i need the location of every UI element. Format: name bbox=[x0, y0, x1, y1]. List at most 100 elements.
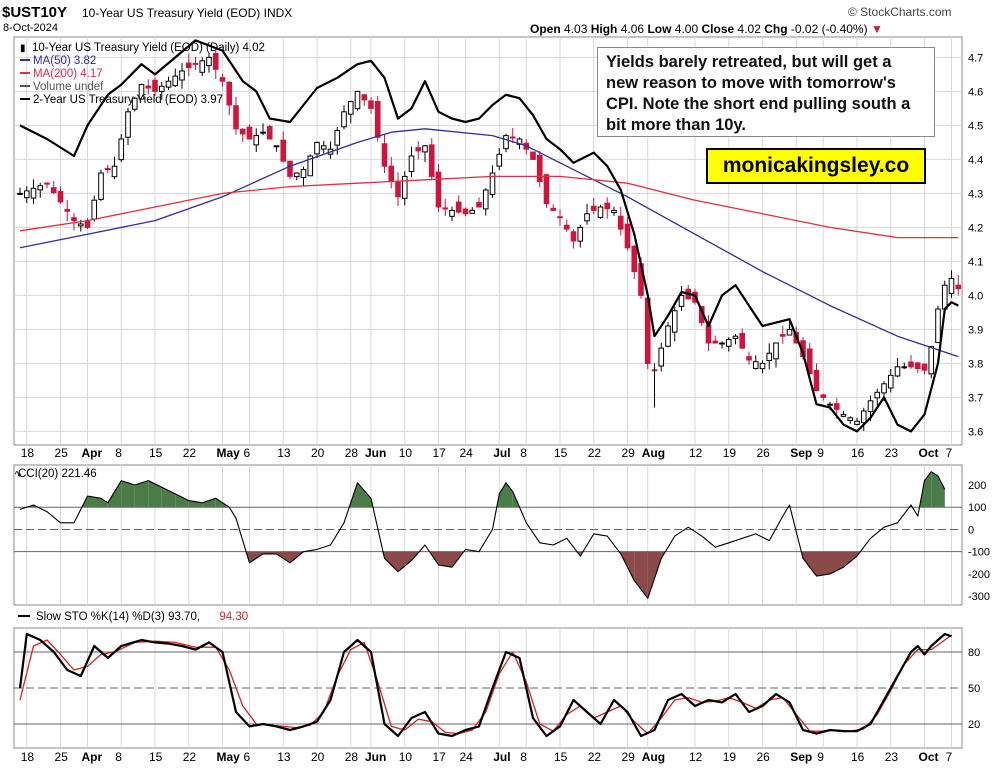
sto-date-label: 23 bbox=[885, 750, 899, 764]
sto-date-label: 10 bbox=[399, 750, 413, 764]
candle-body bbox=[388, 165, 395, 182]
sto-date-label: Jun bbox=[365, 750, 386, 764]
close-value: 4.02 bbox=[737, 22, 761, 36]
candle-body bbox=[894, 366, 901, 377]
price-date-label: Jun bbox=[365, 446, 386, 460]
candle-body bbox=[307, 155, 314, 177]
candle-body bbox=[543, 174, 550, 205]
legend-cci: CCI(20) 221.46 bbox=[18, 468, 97, 480]
price-date-label: 6 bbox=[244, 446, 251, 460]
candle-body bbox=[354, 90, 361, 110]
price-date-label: 24 bbox=[460, 446, 474, 460]
candle-body bbox=[314, 141, 320, 155]
candle-body bbox=[570, 231, 577, 242]
cci-negative-fill bbox=[634, 551, 648, 599]
sto-date-label: 22 bbox=[183, 750, 197, 764]
candle-body bbox=[469, 209, 476, 214]
price-date-label: 8 bbox=[520, 446, 527, 460]
candle-body bbox=[719, 342, 725, 345]
candle-body bbox=[935, 308, 941, 344]
candle-body bbox=[152, 79, 158, 92]
candle-body bbox=[253, 135, 260, 146]
price-tick-label: 4.5 bbox=[968, 120, 983, 132]
candle-body bbox=[226, 81, 233, 106]
sto-date-label: 12 bbox=[689, 750, 703, 764]
candle-body bbox=[37, 185, 44, 191]
candle-body bbox=[422, 145, 428, 153]
candle-body bbox=[435, 171, 442, 208]
sto-date-label: 28 bbox=[345, 750, 359, 764]
sto-date-label: 20 bbox=[311, 750, 325, 764]
sto-date-label: Aug bbox=[642, 750, 665, 764]
cci-negative-fill bbox=[411, 551, 425, 561]
cci-positive-fill bbox=[931, 471, 938, 508]
description-label: 10-Year US Treasury Yield (EOD) INDX bbox=[82, 6, 292, 20]
open-label: Open bbox=[530, 22, 561, 36]
candle-body bbox=[631, 245, 638, 273]
candle-body bbox=[219, 77, 226, 82]
candle-body bbox=[192, 62, 199, 65]
sto-date-label: 19 bbox=[723, 750, 737, 764]
legend-volume: Volume undef bbox=[33, 81, 104, 93]
candle-body bbox=[813, 370, 820, 392]
price-tick-label: 4.4 bbox=[968, 154, 983, 166]
sto-date-label: 8 bbox=[115, 750, 122, 764]
candle-body bbox=[746, 356, 752, 361]
sto-date-label: 9 bbox=[817, 750, 824, 764]
cci-negative-fill bbox=[425, 551, 439, 565]
sto-d-line bbox=[19, 634, 952, 735]
chart-date: 8-Oct-2024 bbox=[3, 22, 59, 34]
candle-body bbox=[50, 187, 57, 194]
cci-negative-fill bbox=[803, 551, 817, 577]
price-date-label: Jul bbox=[493, 446, 510, 460]
legend-ma200: MA(200) 4.17 bbox=[33, 68, 103, 80]
cci-negative-fill bbox=[236, 551, 250, 563]
cci-negative-fill bbox=[290, 551, 304, 563]
candle-body bbox=[658, 347, 665, 367]
price-tick-label: 3.9 bbox=[968, 324, 983, 336]
sto-date-label: 15 bbox=[554, 750, 568, 764]
candle-body bbox=[64, 209, 71, 212]
sto-date-label: Oct bbox=[919, 750, 939, 764]
price-date-label: Sep bbox=[790, 446, 812, 460]
candle-body bbox=[71, 217, 77, 222]
legend-sto-d: 94.30 bbox=[219, 611, 248, 623]
candle-body bbox=[300, 169, 307, 179]
candle-body bbox=[199, 60, 206, 73]
candle-body bbox=[30, 187, 37, 199]
sto-date-label: 26 bbox=[757, 750, 771, 764]
candle-body bbox=[206, 56, 212, 67]
candle-body bbox=[833, 403, 840, 410]
candle-body bbox=[165, 80, 172, 88]
price-date-label: 20 bbox=[311, 446, 325, 460]
cci-positive-fill bbox=[499, 482, 506, 508]
cci-negative-fill bbox=[371, 551, 385, 559]
cci-positive-fill bbox=[161, 487, 176, 508]
price-tick-label: 4.0 bbox=[968, 290, 983, 302]
legend-ma50: MA(50) 3.82 bbox=[33, 55, 96, 67]
cci-positive-fill bbox=[917, 480, 925, 508]
candle-body bbox=[239, 128, 246, 135]
legend-sto: Slow STO %K(14) %D(3) 93.70, bbox=[36, 611, 200, 623]
candle-body bbox=[820, 394, 827, 398]
cci-negative-fill bbox=[566, 551, 581, 557]
candle-body bbox=[678, 294, 685, 307]
cci-positive-fill bbox=[357, 482, 371, 508]
cci-positive-fill bbox=[344, 482, 358, 508]
down-arrow-icon: ▼ bbox=[870, 22, 883, 36]
cci-positive-fill bbox=[121, 480, 135, 508]
candle-body bbox=[104, 167, 111, 171]
candle-body bbox=[179, 70, 185, 81]
candle-body bbox=[624, 223, 631, 249]
candle-body bbox=[530, 151, 536, 160]
candle-body bbox=[111, 165, 118, 178]
candle-body bbox=[827, 403, 833, 406]
sto-tick-label: 50 bbox=[968, 683, 980, 695]
sto-k-line bbox=[18, 632, 952, 738]
candle-body bbox=[84, 220, 91, 228]
candle-body bbox=[786, 328, 793, 336]
sto-date-label: 17 bbox=[433, 750, 447, 764]
close-label: Close bbox=[701, 22, 735, 36]
candle-body bbox=[887, 374, 894, 389]
price-date-label: 29 bbox=[622, 446, 636, 460]
